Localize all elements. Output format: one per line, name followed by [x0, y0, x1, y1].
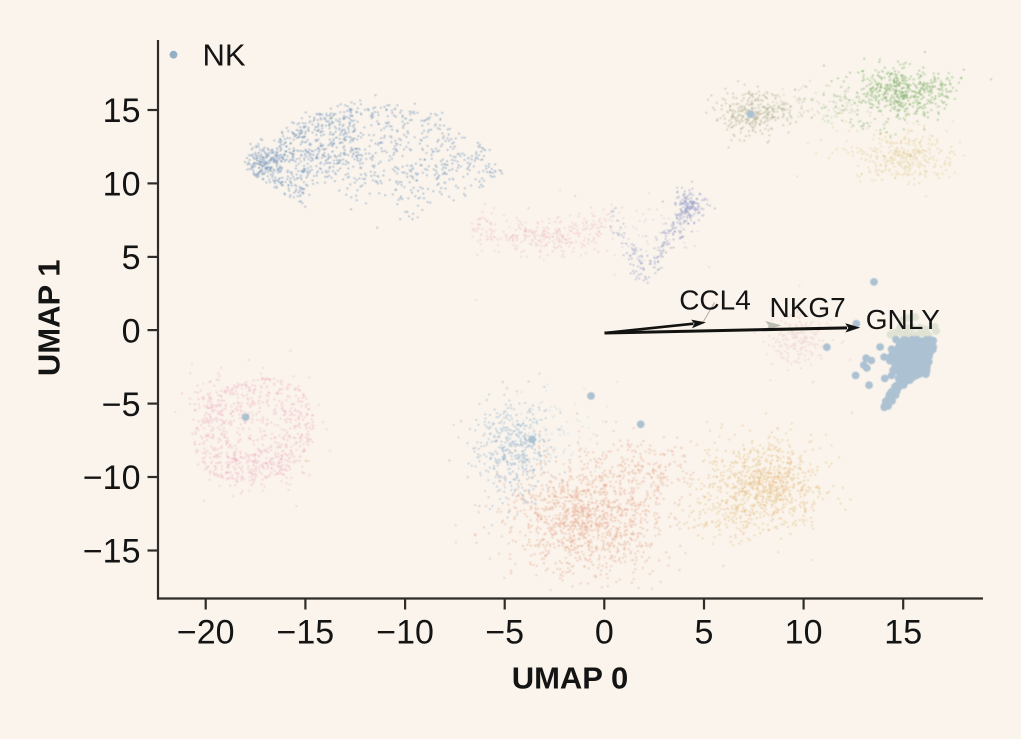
svg-text:5: 5 [695, 614, 714, 652]
svg-text:UMAP 0: UMAP 0 [512, 661, 629, 696]
svg-text:CCL4: CCL4 [679, 285, 751, 316]
svg-text:−15: −15 [83, 533, 141, 571]
svg-text:NK: NK [203, 38, 246, 73]
svg-text:GNLY: GNLY [866, 304, 940, 335]
svg-text:0: 0 [122, 312, 141, 350]
svg-text:NKG7: NKG7 [769, 292, 845, 323]
svg-text:0: 0 [595, 614, 614, 652]
svg-text:5: 5 [122, 239, 141, 277]
svg-text:UMAP 1: UMAP 1 [32, 260, 67, 377]
svg-text:10: 10 [785, 614, 823, 652]
svg-text:−15: −15 [277, 614, 335, 652]
svg-text:−20: −20 [177, 614, 235, 652]
svg-text:15: 15 [103, 92, 141, 130]
svg-text:15: 15 [884, 614, 922, 652]
svg-text:−5: −5 [485, 614, 524, 652]
svg-text:−10: −10 [376, 614, 434, 652]
svg-text:−5: −5 [102, 386, 141, 424]
svg-text:10: 10 [103, 166, 141, 204]
svg-text:−10: −10 [83, 459, 141, 497]
